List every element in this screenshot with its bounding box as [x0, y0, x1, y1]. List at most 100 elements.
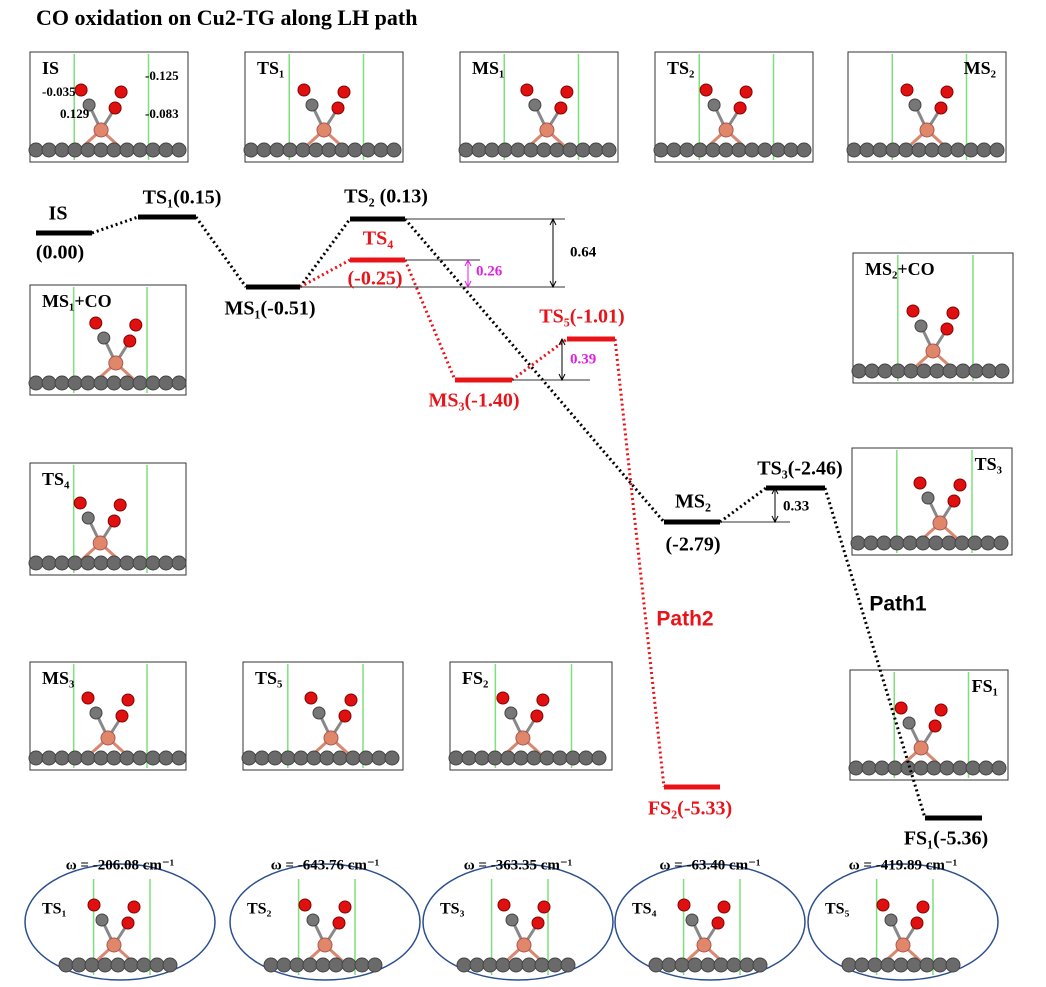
- carbon-atom: [243, 142, 259, 158]
- carbon-atom: [469, 957, 485, 973]
- title: CO oxidation on Cu2-TG along LH path: [36, 5, 417, 30]
- path-connector: [194, 216, 248, 288]
- carbon-atom: [915, 535, 931, 551]
- carbon-atom: [560, 957, 576, 973]
- oxygen-atom: [677, 898, 691, 912]
- panel-label: IS: [42, 58, 59, 78]
- carbon-atom: [263, 957, 279, 973]
- carbon-atom: [547, 957, 563, 973]
- carbon-atom: [319, 750, 335, 766]
- carbon-atom: [908, 98, 922, 112]
- carbon-atom: [508, 957, 524, 973]
- carbon-atom: [276, 957, 292, 973]
- frequency-label: TS₄: [632, 901, 657, 918]
- carbon-atom: [106, 375, 122, 391]
- carbon-atom: [978, 760, 994, 776]
- frequency-label: TS₂: [247, 901, 272, 918]
- carbon-atom: [536, 142, 552, 158]
- carbon-atom: [54, 555, 70, 571]
- oxygen-atom: [304, 691, 318, 705]
- carbon-atom: [81, 511, 95, 525]
- oxygen-atom: [127, 900, 141, 914]
- carbon-atom: [358, 750, 374, 766]
- carbon-atom: [241, 750, 257, 766]
- carbon-atom: [123, 957, 139, 973]
- oxygen-atom: [934, 703, 948, 717]
- carbon-atom: [305, 98, 319, 112]
- carbon-atom: [890, 363, 906, 379]
- carbon-atom: [902, 716, 916, 730]
- carbon-atom: [145, 375, 161, 391]
- carbon-atom: [158, 750, 174, 766]
- level-label: MS₁(-0.51): [225, 298, 316, 320]
- carbon-atom: [289, 957, 305, 973]
- carbon-atom: [718, 142, 734, 158]
- structure-panel: [852, 252, 1014, 384]
- carbon-atom: [967, 535, 983, 551]
- atom-charge: -0.035: [42, 84, 76, 99]
- copper-atom: [323, 730, 339, 746]
- oxygen-atom: [123, 334, 137, 348]
- carbon-atom: [106, 555, 122, 571]
- carbon-atom: [106, 750, 122, 766]
- carbon-atom: [924, 142, 940, 158]
- carbon-atom: [500, 750, 516, 766]
- carbon-atom: [889, 535, 905, 551]
- carbon-atom: [876, 535, 892, 551]
- carbon-atom: [965, 760, 981, 776]
- carbon-atom: [28, 555, 44, 571]
- carbon-atom: [932, 957, 948, 973]
- copper-atom: [932, 515, 948, 531]
- carbon-atom: [796, 142, 812, 158]
- carbon-atom: [332, 750, 348, 766]
- carbon-atom: [308, 142, 324, 158]
- carbon-atom: [171, 375, 187, 391]
- carbon-atom: [707, 98, 721, 112]
- carbon-atom: [770, 142, 786, 158]
- panel-label: MS₂: [964, 58, 996, 78]
- carbon-atom: [981, 363, 997, 379]
- carbon-atom: [963, 142, 979, 158]
- carbon-atom: [993, 535, 1009, 551]
- carbon-atom: [461, 750, 477, 766]
- carbon-atom: [321, 142, 337, 158]
- path-connector: [91, 215, 139, 235]
- carbon-atom: [552, 750, 568, 766]
- frequency-ellipse: [229, 863, 421, 981]
- copper-atom: [718, 122, 734, 138]
- carbon-atom: [41, 375, 57, 391]
- carbon-atom: [674, 957, 690, 973]
- carbon-atom: [41, 142, 57, 158]
- carbon-atom: [679, 142, 695, 158]
- oxygen-atom: [554, 101, 568, 115]
- path-connector: [403, 259, 457, 381]
- carbon-atom: [302, 957, 318, 973]
- carbon-atom: [145, 750, 161, 766]
- carbon-atom: [968, 363, 984, 379]
- copper-atom: [106, 937, 122, 953]
- copper-atom: [913, 740, 929, 756]
- oxygen-atom: [934, 101, 948, 115]
- panel-label: TS₅: [255, 668, 282, 688]
- carbon-atom: [893, 957, 909, 973]
- oxygen-atom: [108, 101, 122, 115]
- copper-atom: [317, 937, 333, 953]
- carbon-atom: [526, 750, 542, 766]
- carbon-atom: [448, 750, 464, 766]
- carbon-atom: [900, 760, 916, 776]
- carbon-atom: [80, 375, 96, 391]
- carbon-atom: [136, 957, 152, 973]
- carbon-atom: [578, 750, 594, 766]
- carbon-atom: [877, 363, 893, 379]
- carbon-atom: [80, 555, 96, 571]
- carbon-atom: [110, 957, 126, 973]
- frequency-label: TS₁: [42, 901, 67, 918]
- carbon-atom: [549, 142, 565, 158]
- oxygen-atom: [739, 85, 753, 99]
- carbon-atom: [293, 750, 309, 766]
- carbon-atom: [700, 957, 716, 973]
- carbon-atom: [921, 491, 935, 505]
- carbon-atom: [371, 750, 387, 766]
- carbon-atom: [82, 98, 96, 112]
